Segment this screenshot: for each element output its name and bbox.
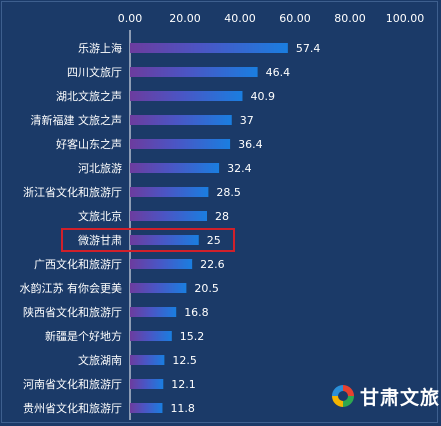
value-label: 12.5 (172, 354, 197, 367)
category-label: 文旅北京 (78, 209, 122, 223)
category-label: 清新福建 文旅之声 (31, 113, 123, 127)
bar (130, 331, 172, 341)
category-label: 微游甘肃 (78, 233, 122, 247)
category-label: 水韵江苏 有你会更美 (20, 281, 123, 295)
x-tick-label: 100.00 (386, 12, 425, 25)
value-label: 28.5 (216, 186, 241, 199)
category-label: 浙江省文化和旅游厅 (23, 185, 122, 199)
bar (130, 163, 220, 173)
value-label: 25 (207, 234, 221, 247)
category-label: 河北旅游 (78, 161, 122, 175)
category-label: 广西文化和旅游厅 (34, 257, 122, 271)
bar (130, 187, 209, 197)
bar (130, 379, 164, 389)
bar (130, 403, 163, 413)
category-label: 贵州省文化和旅游厅 (23, 401, 122, 415)
bar (130, 355, 165, 365)
value-label: 20.5 (194, 282, 219, 295)
bar (130, 91, 243, 101)
value-label: 22.6 (200, 258, 225, 271)
value-label: 46.4 (266, 66, 291, 79)
logo: 甘肃文旅 (330, 381, 440, 411)
value-label: 40.9 (250, 90, 275, 103)
value-label: 37 (240, 114, 254, 127)
category-label: 河南省文化和旅游厅 (23, 377, 122, 391)
category-label: 乐游上海 (78, 41, 122, 55)
x-tick-label: 60.00 (279, 12, 311, 25)
bar (130, 283, 187, 293)
bar (130, 67, 258, 77)
bar (130, 211, 207, 221)
x-tick-label: 80.00 (334, 12, 366, 25)
value-label: 11.8 (170, 402, 195, 415)
category-label: 陕西省文化和旅游厅 (23, 305, 122, 319)
bar (130, 259, 193, 269)
category-label: 湖北文旅之声 (56, 89, 122, 103)
bar (130, 307, 177, 317)
category-label: 新疆是个好地方 (45, 329, 122, 343)
gansu-wenlv-logo-icon (332, 385, 354, 407)
bar (130, 235, 199, 245)
value-label: 15.2 (180, 330, 205, 343)
value-label: 57.4 (296, 42, 321, 55)
value-label: 28 (215, 210, 229, 223)
category-label: 好客山东之声 (56, 137, 122, 151)
x-tick-label: 0.00 (118, 12, 143, 25)
highlight-box (61, 228, 235, 252)
bar (130, 139, 231, 149)
category-label: 文旅湖南 (78, 353, 122, 367)
value-label: 36.4 (238, 138, 263, 151)
bar (130, 43, 288, 53)
value-label: 16.8 (184, 306, 209, 319)
x-tick-label: 40.00 (224, 12, 256, 25)
x-tick-label: 20.00 (169, 12, 201, 25)
category-label: 四川文旅厅 (67, 65, 122, 79)
value-label: 32.4 (227, 162, 252, 175)
bar (130, 115, 232, 125)
value-label: 12.1 (171, 378, 196, 391)
logo-text: 甘肃文旅 (360, 386, 441, 409)
